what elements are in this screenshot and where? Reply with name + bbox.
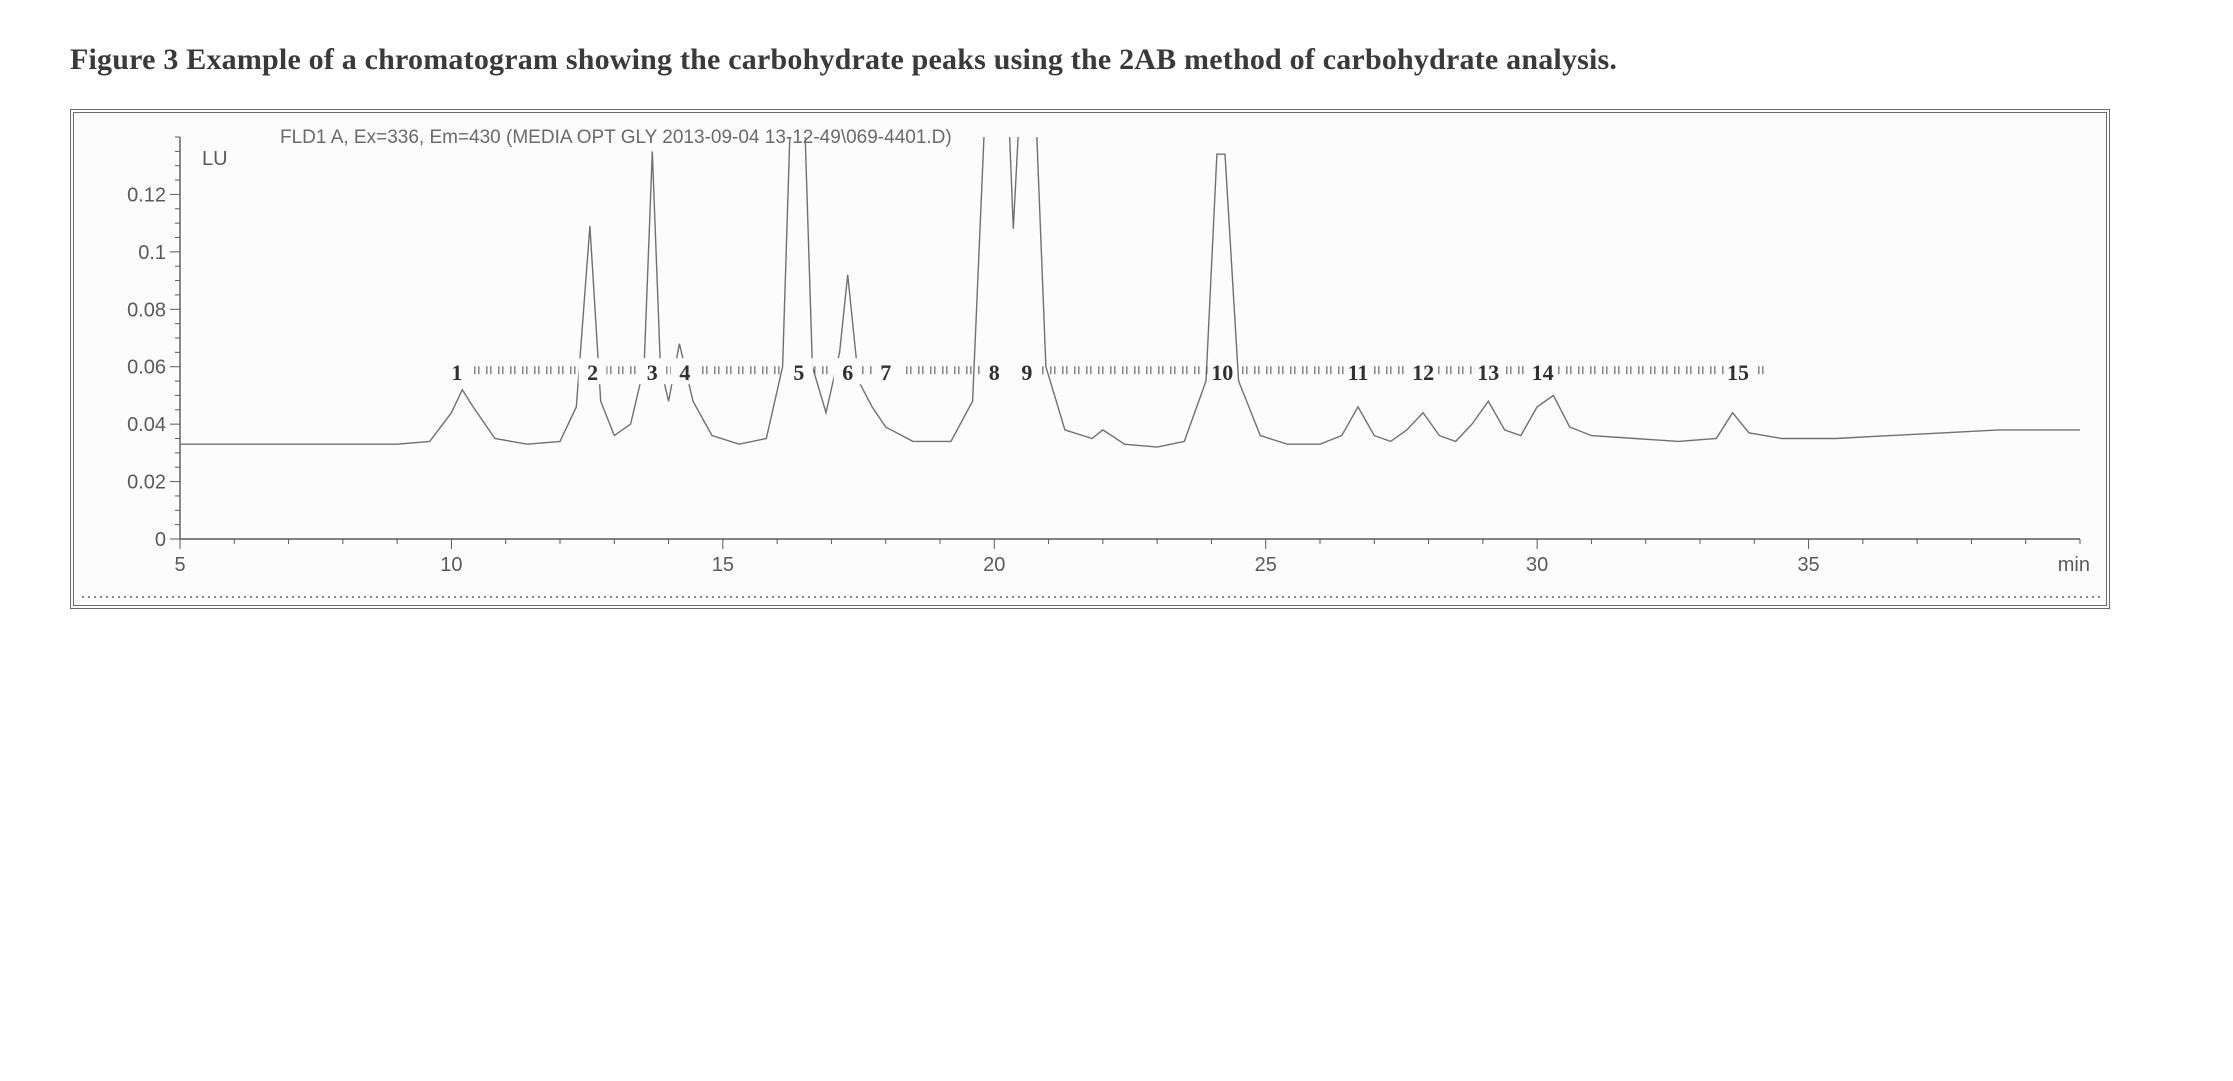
peak-label: 4 [679,360,690,385]
peak-label: 8 [989,360,1000,385]
peak-label: 9 [1021,360,1032,385]
x-tick-label: 5 [174,554,185,576]
peak-label: 5 [793,360,804,385]
peak-label: 2 [587,360,598,385]
peak-label: 3 [647,360,658,385]
peak-label: 15 [1727,360,1749,385]
chromatogram-chart: 00.020.040.060.080.10.125101520253035LUm… [80,119,2100,599]
peak-label: 7 [880,360,891,385]
peak-label: 12 [1412,360,1434,385]
x-tick-label: 15 [712,554,734,576]
y-tick-label: 0 [155,529,166,551]
trace-label: FLD1 A, Ex=336, Em=430 (MEDIA OPT GLY 20… [280,127,952,148]
peak-label: 13 [1477,360,1499,385]
x-tick-label: 10 [440,554,462,576]
peak-label: 14 [1532,360,1554,385]
chromatogram-svg: 00.020.040.060.080.10.125101520253035LUm… [80,119,2100,599]
y-tick-label: 0.08 [127,299,166,321]
y-tick-label: 0.04 [127,414,166,436]
peak-label: 1 [451,360,462,385]
figure-caption: Figure 3 Example of a chromatogram showi… [70,40,2163,81]
peak-label: 10 [1211,360,1233,385]
y-tick-label: 0.06 [127,356,166,378]
x-tick-label: 35 [1797,554,1819,576]
x-tick-label: 30 [1526,554,1548,576]
y-tick-label: 0.12 [127,184,166,206]
y-tick-label: 0.02 [127,471,166,493]
x-tick-label: 25 [1255,554,1277,576]
y-tick-label: 0.1 [138,241,166,263]
x-tick-label: 20 [983,554,1005,576]
chart-frame: 00.020.040.060.080.10.125101520253035LUm… [70,109,2110,609]
peak-label: 6 [842,360,853,385]
y-axis-unit: LU [202,148,228,170]
x-axis-unit: min [2058,554,2090,576]
peak-label: 11 [1348,360,1369,385]
